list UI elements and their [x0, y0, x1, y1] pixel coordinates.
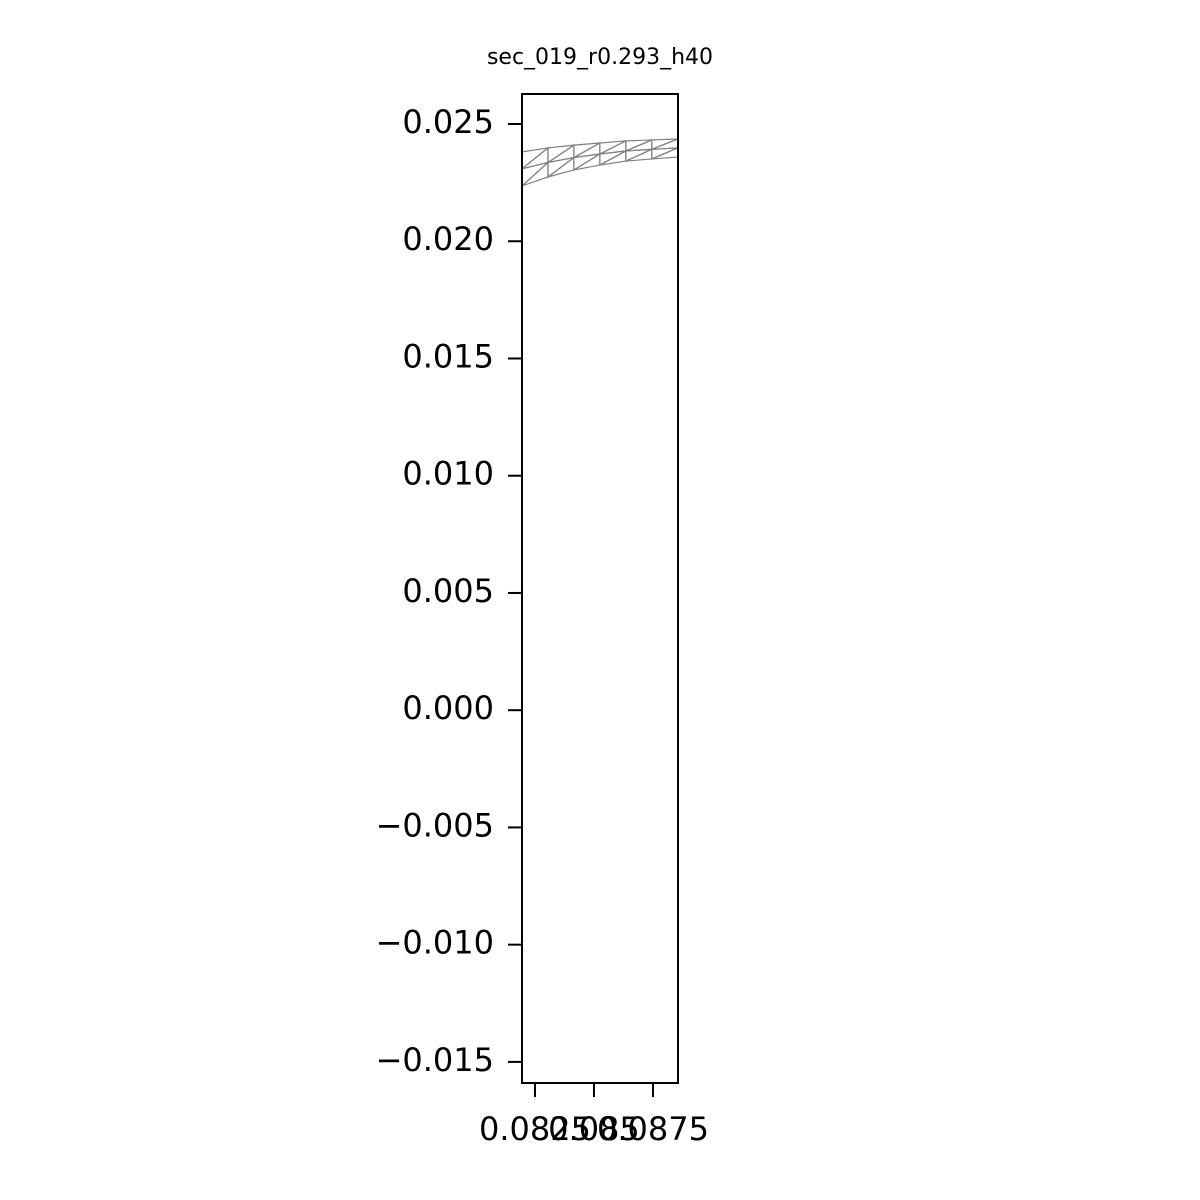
y-tick-label: 0.025	[402, 103, 494, 141]
mesh-triangle	[651, 138, 678, 151]
y-tick-label: 0.005	[402, 572, 494, 610]
x-tick-label: 0.085	[548, 1110, 640, 1148]
mesh-triangle	[599, 140, 627, 156]
chart-title: sec_019_r0.293_h40	[487, 45, 713, 70]
plot-frame	[521, 93, 679, 1084]
y-tick-label: −0.010	[376, 924, 494, 962]
y-tick-label: −0.015	[376, 1041, 494, 1079]
mesh-triangle	[547, 144, 575, 164]
x-tick-label: 0.0875	[597, 1110, 709, 1148]
y-tick-label: 0.010	[402, 455, 494, 493]
y-tick-label: 0.015	[402, 337, 494, 375]
y-tick-label: 0.020	[402, 220, 494, 258]
y-tick-label: −0.005	[376, 806, 494, 844]
y-tick-label: 0.000	[402, 689, 494, 727]
mesh-triangle	[625, 139, 653, 152]
x-tick-label: 0.0825	[479, 1110, 591, 1148]
mesh-triangle	[573, 142, 601, 159]
